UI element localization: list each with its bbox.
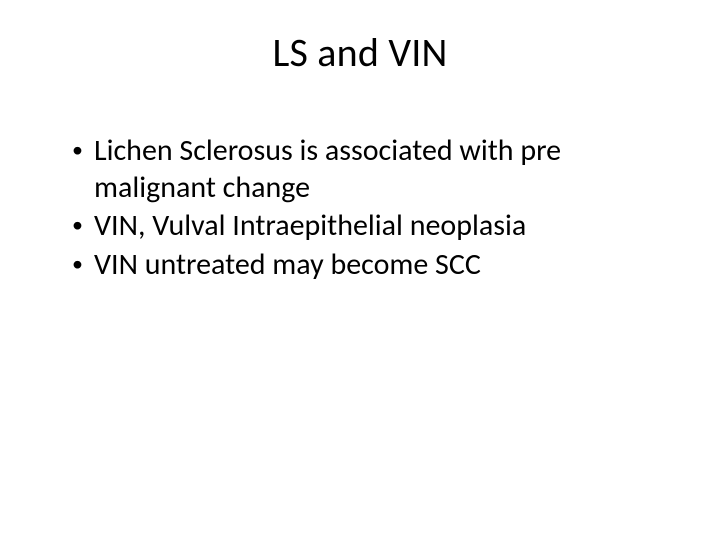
slide-container: LS and VIN Lichen Sclerosus is associate…	[0, 0, 720, 540]
bullet-list: Lichen Sclerosus is associated with pre …	[40, 133, 680, 283]
list-item: VIN untreated may become SCC	[72, 247, 680, 284]
list-item: Lichen Sclerosus is associated with pre …	[72, 133, 680, 206]
slide-title: LS and VIN	[40, 28, 680, 77]
list-item: VIN, Vulval Intraepithelial neoplasia	[72, 208, 680, 245]
